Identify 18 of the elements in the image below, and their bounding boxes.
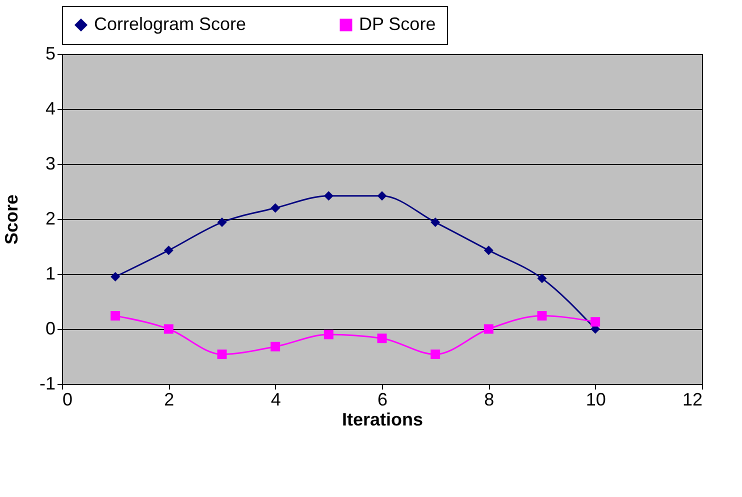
y-axis-title: Score [1,194,22,245]
x-tick-label: 10 [586,390,606,410]
y-tick-label: 4 [45,98,56,118]
y-tick-label: -1 [39,374,56,394]
x-tick-label: 12 [682,390,702,410]
x-tick-label: 2 [164,390,174,410]
x-tick-label: 4 [270,390,281,410]
y-tick-label: 5 [45,44,56,64]
y-tick-label: 0 [45,318,56,338]
x-axis-title: Iterations [342,410,424,430]
legend-label: Correlogram Score [94,14,246,34]
x-tick-label: 6 [377,390,388,410]
y-tick-label: 2 [45,208,56,228]
y-tick-label: 1 [45,264,56,284]
legend-label: DP Score [359,14,436,34]
x-tick-label: 0 [62,390,73,410]
x-tick-label: 8 [484,390,494,410]
y-tick-label: 3 [45,154,56,174]
